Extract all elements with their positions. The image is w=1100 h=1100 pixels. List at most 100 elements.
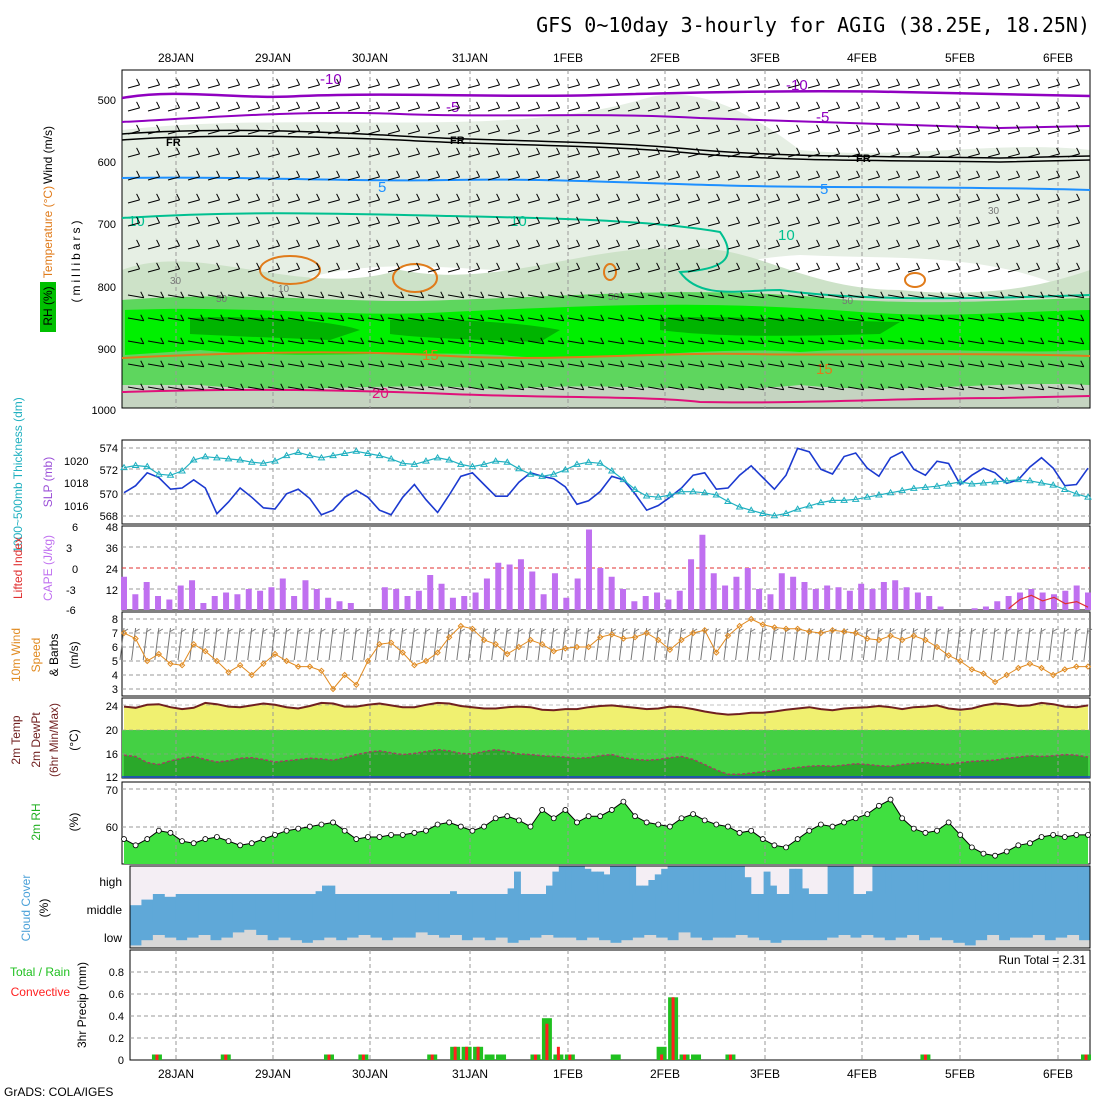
cloud-high-bar — [1058, 866, 1065, 894]
wind-barb — [487, 317, 504, 322]
wind-barb-flag — [140, 291, 145, 299]
contour-label: 20 — [372, 385, 389, 402]
wind-barb — [447, 222, 460, 227]
wind10-point — [922, 636, 929, 644]
wind-barb-flag — [540, 337, 545, 345]
wind-barb-flag — [176, 262, 181, 270]
wind-barb-flag — [956, 78, 961, 86]
wind-barb — [827, 340, 844, 345]
wind-barb-flag — [516, 193, 521, 201]
wind-barb-flag — [576, 147, 581, 155]
wind-barb — [927, 317, 944, 322]
wind10-barb — [305, 627, 311, 661]
wind-barb — [927, 130, 940, 135]
wind-barb-flag — [896, 147, 901, 155]
thickness-point — [387, 454, 396, 462]
wind-barb — [647, 153, 660, 158]
wind10-barb-flag — [366, 628, 373, 633]
wind-barb-flag — [976, 147, 981, 155]
cape-bar — [483, 578, 490, 610]
wind10-point — [260, 660, 267, 668]
wind-barb-flag — [580, 383, 585, 391]
wind-barb — [987, 222, 1000, 227]
wind-barb-flag — [760, 383, 765, 391]
wind-barb-flag — [936, 239, 941, 247]
cape-bar — [427, 575, 434, 610]
wind-barb — [707, 199, 720, 204]
wind-barb-flag — [296, 193, 301, 201]
wind-barb — [827, 107, 840, 112]
wind-barb-flag — [256, 101, 261, 109]
wind10-point — [538, 640, 546, 648]
wind-barb — [167, 340, 184, 345]
wind-barb — [887, 222, 900, 227]
wind-barb — [267, 107, 280, 112]
cloud-mid-bar — [404, 894, 417, 922]
thickness-tick: 572 — [100, 465, 118, 477]
wind10-barb — [1025, 627, 1031, 661]
wind-barb-flag — [936, 262, 941, 270]
wind-barb — [747, 153, 760, 158]
wind-barb — [667, 386, 684, 391]
cloud-mid-bar — [872, 894, 885, 922]
wind-barb — [347, 153, 360, 158]
wind-barb-flag — [220, 291, 225, 299]
wind-barb — [287, 317, 304, 322]
wind-barb-flag — [356, 147, 361, 155]
wind-barb — [247, 199, 260, 204]
wind-barb-flag — [396, 124, 401, 132]
wind-barb-flag — [356, 170, 361, 178]
li-tick: -3 — [66, 585, 76, 597]
wind-barb — [907, 107, 920, 112]
wind-barb-flag — [920, 337, 925, 345]
wind-barb-flag — [416, 193, 421, 201]
wind10-point — [515, 643, 523, 651]
rh2m-point — [1085, 831, 1091, 838]
cloud-high-bar — [1013, 866, 1021, 894]
wind-barb-flag — [696, 101, 701, 109]
wind-barb-flag — [536, 216, 541, 224]
thickness-point — [1002, 476, 1011, 484]
wind-barb — [647, 107, 660, 112]
wind-barb-flag — [476, 101, 481, 109]
wind-barb-flag — [620, 314, 625, 322]
wind-barb-flag — [556, 262, 561, 270]
wind10-point — [1003, 671, 1010, 679]
cloud-low-bar — [872, 937, 885, 948]
wind-barb-flag — [540, 360, 545, 368]
wind10-point — [445, 633, 453, 641]
rh2m-point — [504, 813, 511, 820]
wind-barb-flag — [996, 239, 1001, 247]
wind-barb-flag — [896, 262, 901, 270]
rh2m-point — [876, 802, 882, 809]
cape-bar — [892, 580, 899, 610]
wind-barb-flag — [576, 78, 581, 86]
rh2m-tick: 70 — [106, 785, 118, 797]
wind-barb — [1047, 386, 1064, 391]
wind-barb — [727, 317, 744, 322]
wind-barb — [227, 340, 244, 345]
rh2m-point — [283, 827, 290, 834]
wind-barb — [627, 268, 640, 273]
wind-barb — [327, 107, 340, 112]
wind-barb-flag — [680, 291, 685, 299]
wind-barb-flag — [300, 337, 305, 345]
wind-barb — [1067, 340, 1084, 345]
wind-barb-flag — [436, 262, 441, 270]
wind-barb — [467, 317, 484, 322]
rh2m-point — [272, 831, 278, 838]
wind-barb-flag — [920, 314, 925, 322]
cloud-mid-bar — [381, 894, 394, 922]
wind10-speed-label: Speed — [29, 638, 43, 673]
cloud-mid-bar — [690, 894, 702, 922]
wind-barb-flag — [336, 124, 341, 132]
wind-barb — [987, 268, 1000, 273]
wind10-point — [852, 629, 859, 637]
wind-barb-flag — [440, 383, 445, 391]
thickness-point — [735, 503, 744, 510]
wind-barb — [1067, 153, 1080, 158]
wind-barb-flag — [520, 291, 525, 299]
wind-barb — [307, 153, 320, 158]
wind-barb — [747, 386, 764, 391]
wind-barb — [1027, 340, 1044, 345]
